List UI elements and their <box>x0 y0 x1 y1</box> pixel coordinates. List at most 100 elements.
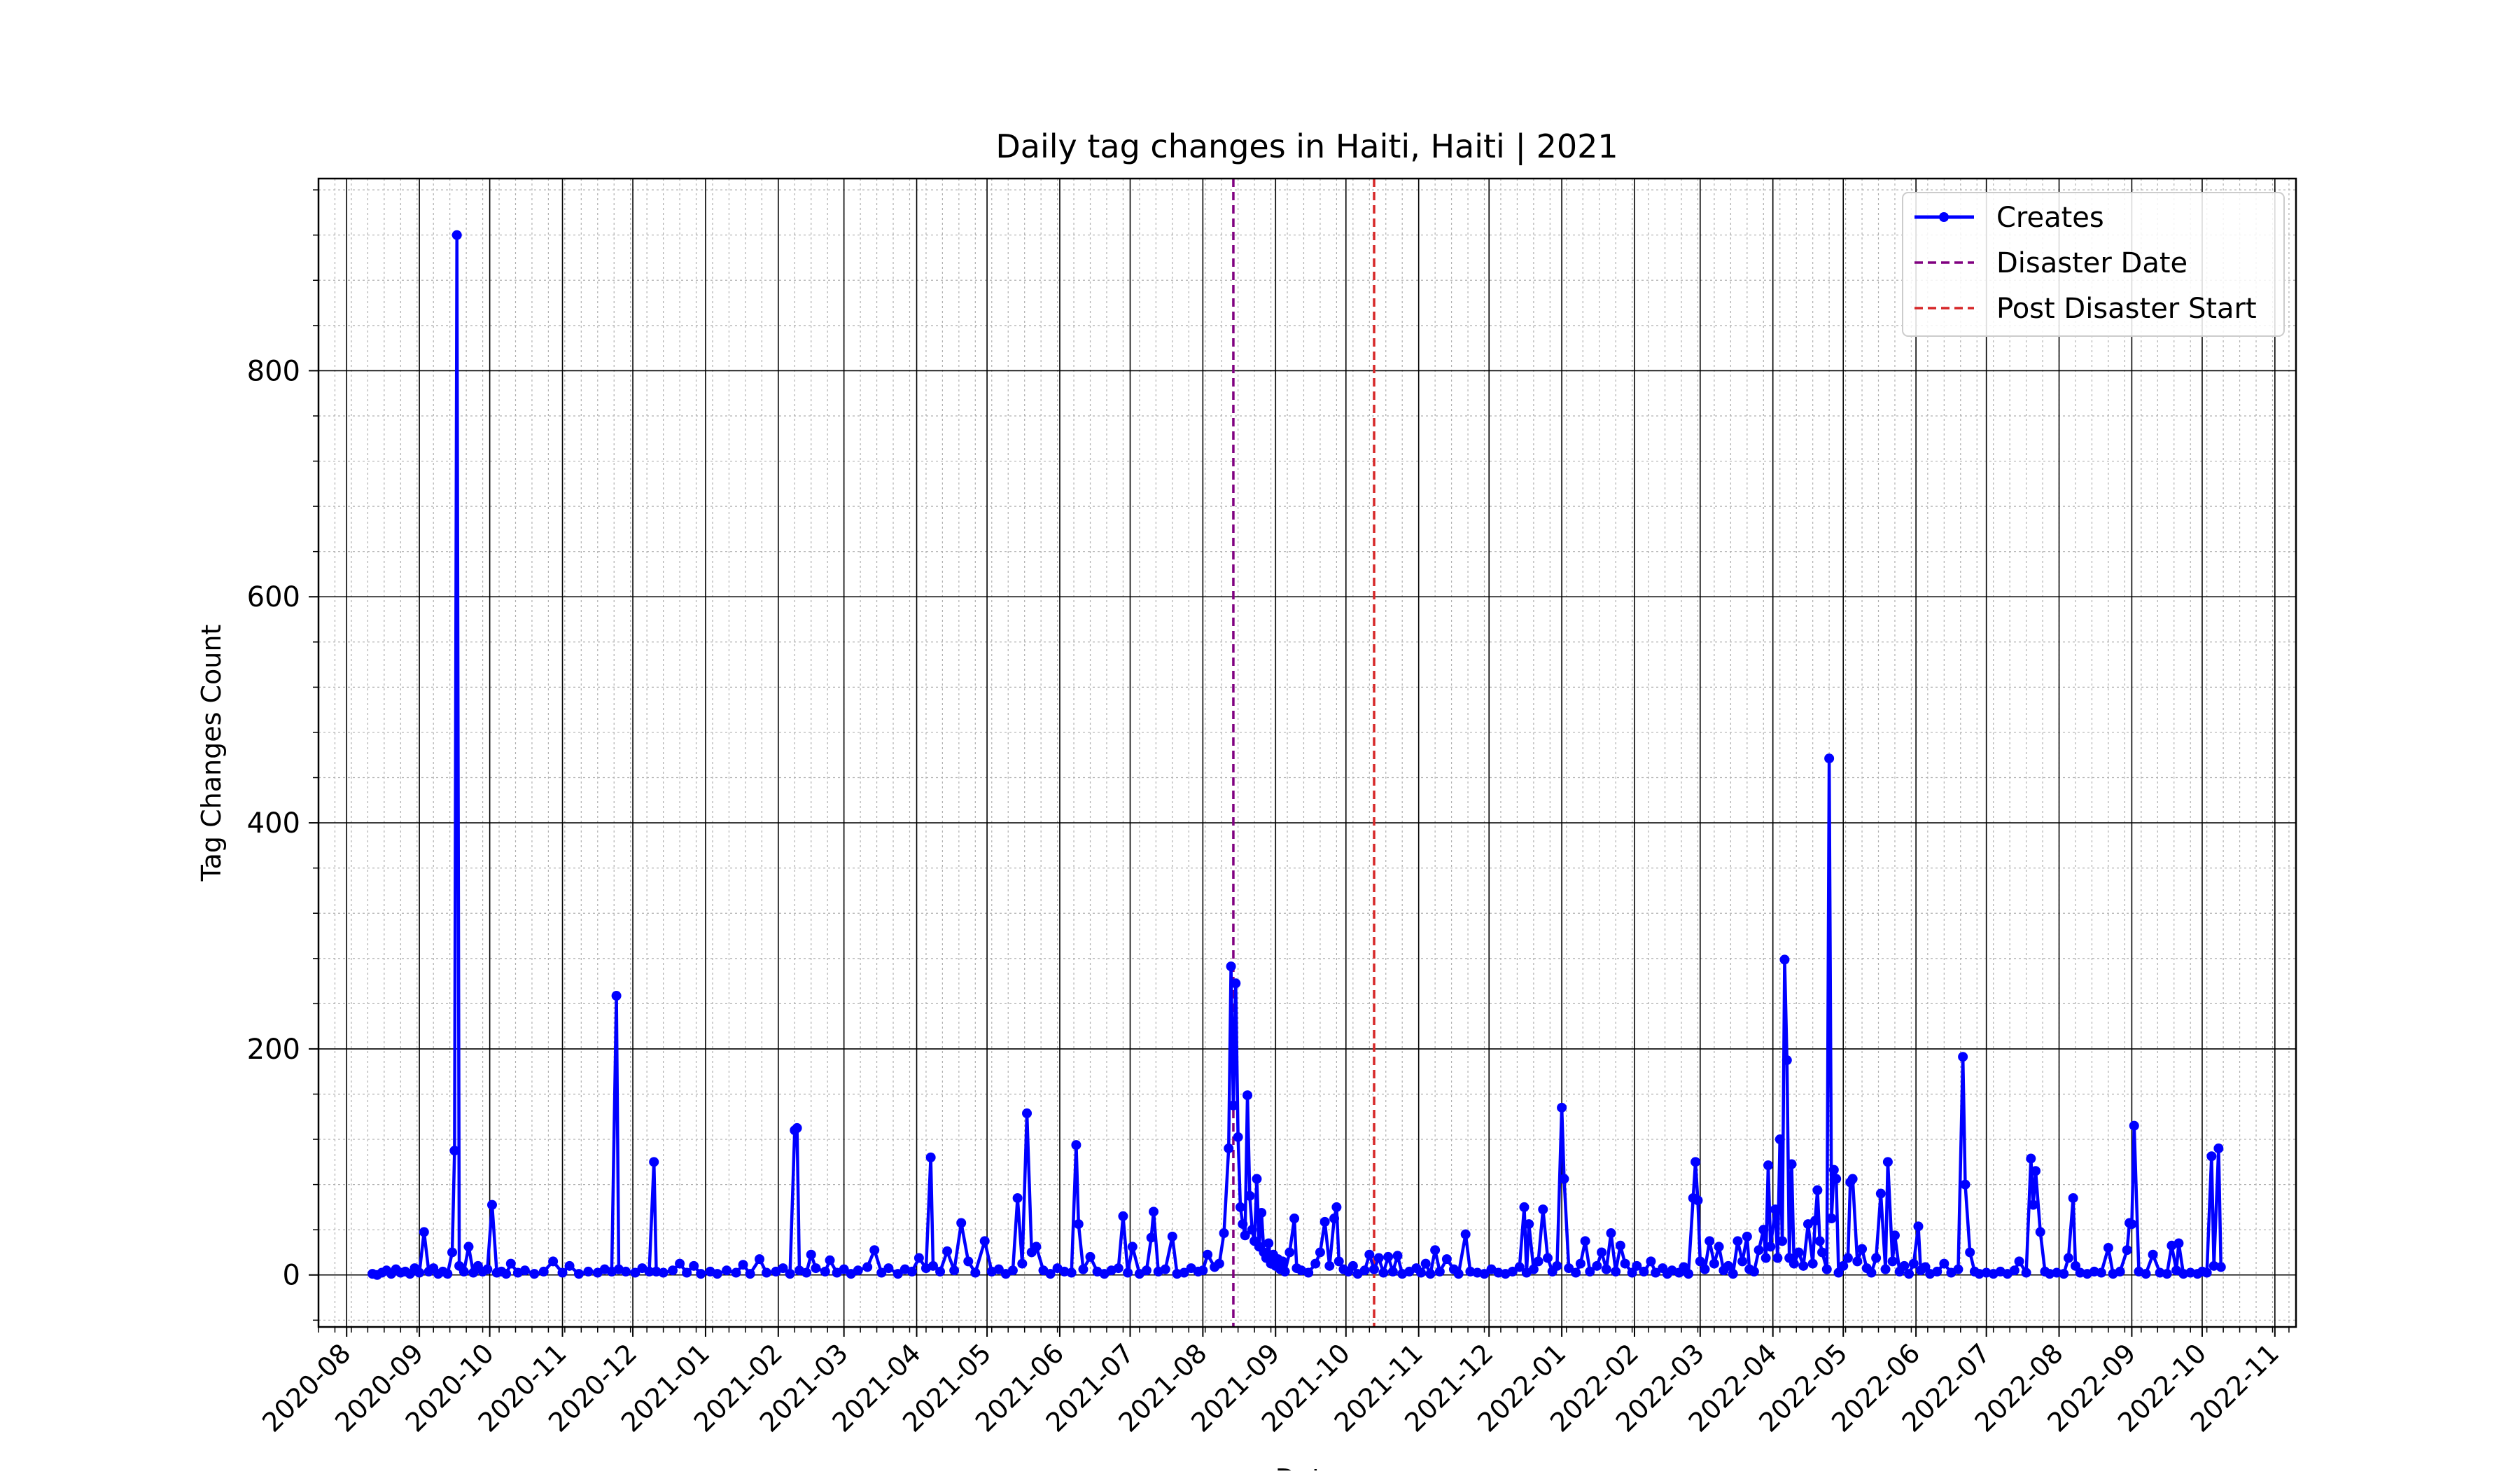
data-point <box>1788 1258 1799 1269</box>
data-point <box>839 1264 849 1274</box>
data-point <box>458 1266 469 1277</box>
data-point <box>2028 1200 2038 1210</box>
data-point <box>1749 1266 1759 1277</box>
data-point <box>1507 1266 1518 1277</box>
data-point <box>1078 1264 1088 1274</box>
data-point <box>1434 1266 1445 1277</box>
data-point <box>1387 1266 1398 1277</box>
data-point <box>1871 1253 1882 1263</box>
data-point <box>658 1267 668 1278</box>
data-point <box>738 1260 748 1270</box>
legend: Creates Disaster Date Post Disaster Star… <box>1902 192 2285 337</box>
data-point <box>1779 954 1790 965</box>
data-point <box>1847 1174 1858 1184</box>
data-point <box>949 1265 960 1276</box>
data-point <box>1557 1102 1567 1113</box>
data-point <box>419 1227 429 1237</box>
data-point <box>1441 1254 1452 1265</box>
data-point <box>1280 1266 1290 1277</box>
data-point <box>1828 1164 1839 1175</box>
legend-disaster-date-label: Disaster Date <box>1996 247 2188 279</box>
data-point <box>1821 1264 1832 1274</box>
data-point <box>1007 1265 1018 1276</box>
data-point <box>1965 1247 1975 1258</box>
data-point <box>825 1255 835 1265</box>
data-point <box>1754 1245 1764 1256</box>
y-axis-ticks: 0 200 400 600 800 <box>247 189 318 1321</box>
y-tick-label: 0 <box>283 1260 300 1292</box>
data-point <box>1383 1251 1394 1262</box>
data-point <box>1700 1264 1710 1274</box>
chart-title: Daily tag changes in Haiti, Haiti | 2021 <box>995 127 1618 166</box>
data-point <box>1392 1251 1403 1261</box>
data-point <box>1219 1228 1229 1239</box>
data-point <box>538 1266 549 1277</box>
data-point <box>1245 1190 1255 1201</box>
data-point <box>501 1269 512 1279</box>
data-point <box>1167 1231 1177 1242</box>
data-point <box>1524 1219 1534 1230</box>
data-point <box>1807 1258 1818 1269</box>
data-point <box>2026 1153 2036 1164</box>
data-point <box>1852 1256 1863 1267</box>
data-point <box>1066 1267 1077 1278</box>
data-point <box>1453 1269 1464 1279</box>
legend-creates-label: Creates <box>1996 202 2104 234</box>
data-point <box>1601 1264 1611 1274</box>
data-point <box>862 1262 873 1272</box>
data-point <box>583 1266 594 1277</box>
data-point <box>1875 1188 1886 1199</box>
data-point <box>1214 1258 1224 1269</box>
data-point <box>1597 1247 1607 1258</box>
data-point <box>505 1258 516 1269</box>
data-point <box>1953 1264 1963 1274</box>
data-point <box>2216 1262 2226 1272</box>
data-point <box>1889 1230 1900 1241</box>
data-point <box>1228 1100 1238 1111</box>
data-point <box>1240 1230 1250 1241</box>
data-point <box>1118 1211 1128 1221</box>
data-point <box>1542 1253 1553 1263</box>
data-point <box>1141 1265 1152 1276</box>
data-point <box>1198 1265 1208 1276</box>
data-point <box>1866 1267 1877 1278</box>
data-point <box>1812 1185 1823 1195</box>
data-point <box>2068 1193 2078 1203</box>
grid-lines <box>318 179 2296 1327</box>
event-lines <box>1232 179 1376 1327</box>
data-point <box>762 1267 772 1278</box>
data-point <box>1908 1258 1919 1269</box>
data-point <box>1514 1262 1525 1272</box>
data-point <box>1430 1245 1441 1256</box>
y-tick-label: 600 <box>247 581 300 613</box>
data-point <box>2009 1265 2019 1276</box>
data-point <box>1960 1179 1970 1190</box>
data-point <box>1786 1159 1797 1169</box>
data-point <box>1826 1214 1837 1224</box>
data-point <box>993 1264 1004 1274</box>
data-point <box>778 1263 788 1274</box>
data-point <box>892 1269 903 1279</box>
data-point <box>1533 1256 1544 1267</box>
data-point <box>1770 1204 1781 1215</box>
data-point <box>675 1258 685 1269</box>
data-point <box>853 1265 863 1276</box>
data-point <box>913 1253 924 1263</box>
data-point <box>1359 1265 1370 1276</box>
data-point <box>1203 1249 1213 1260</box>
data-point <box>1737 1256 1748 1267</box>
data-point <box>1615 1240 1625 1251</box>
data-point <box>442 1269 453 1279</box>
data-point <box>1378 1267 1389 1278</box>
data-point <box>1760 1253 1771 1263</box>
data-point <box>2174 1238 2184 1249</box>
data-point <box>1179 1267 1189 1278</box>
data-point <box>1364 1249 1375 1260</box>
data-point <box>942 1246 953 1256</box>
data-point <box>956 1218 967 1228</box>
data-point <box>1289 1214 1300 1224</box>
data-point <box>1334 1256 1344 1267</box>
data-point <box>1798 1260 1809 1271</box>
